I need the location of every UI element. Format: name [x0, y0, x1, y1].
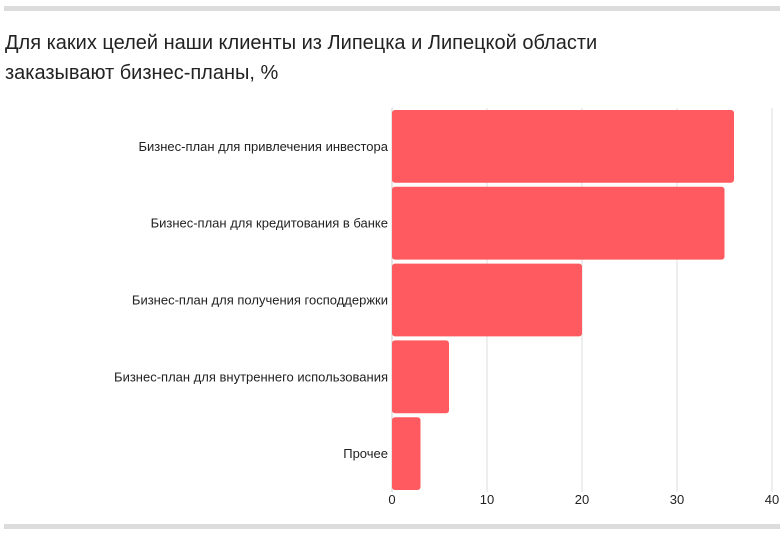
bar: [392, 110, 734, 183]
category-label: Бизнес-план для привлечения инвестора: [138, 139, 388, 154]
x-tick-label: 10: [480, 492, 494, 507]
chart-title-line-2: заказывают бизнес-планы, %: [5, 62, 279, 84]
chart-title-line-1: Для каких целей наши клиенты из Липецка …: [5, 32, 598, 54]
bar: [392, 417, 421, 490]
x-tick-label: 30: [670, 492, 684, 507]
x-tick-label: 0: [388, 492, 395, 507]
category-label: Прочее: [343, 446, 388, 461]
chart-title: Для каких целей наши клиенты из Липецка …: [5, 28, 765, 88]
top-divider: [4, 6, 780, 11]
category-label: Бизнес-план для кредитования в банке: [151, 216, 388, 231]
bars: [392, 110, 734, 490]
x-tick-label: 20: [575, 492, 589, 507]
category-label: Бизнес-план для внутреннего использовани…: [114, 369, 388, 384]
category-label: Бизнес-план для получения господдержки: [132, 293, 388, 308]
x-axis-tick-labels: 0 10 20 30 40: [388, 492, 779, 507]
category-labels: Бизнес-план для привлечения инвестора Биз…: [114, 139, 389, 461]
x-tick-label: 40: [765, 492, 779, 507]
bar: [392, 340, 449, 414]
bar: [392, 263, 582, 337]
bar: [392, 186, 725, 260]
bottom-divider: [4, 524, 780, 529]
